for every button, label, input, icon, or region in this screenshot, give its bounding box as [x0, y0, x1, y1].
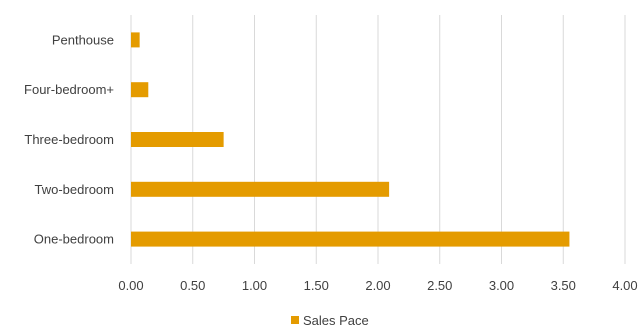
x-tick-label: 0.50: [180, 278, 205, 293]
bars: [131, 32, 570, 247]
bar: [131, 82, 149, 98]
bar: [131, 32, 140, 48]
bar: [131, 181, 390, 197]
x-tick-label: 3.00: [489, 278, 514, 293]
x-tick-label: 1.50: [304, 278, 329, 293]
bar: [131, 132, 224, 147]
bar: [131, 231, 570, 247]
legend-swatch: [291, 316, 299, 324]
x-tick-label: 2.00: [365, 278, 390, 293]
grid-lines: [130, 15, 626, 264]
category-label: One-bedroom: [34, 232, 114, 247]
category-label: Three-bedroom: [24, 132, 114, 147]
x-tick-label: 1.00: [242, 278, 267, 293]
x-tick-label: 3.50: [551, 278, 576, 293]
x-tick-label: 0.00: [118, 278, 143, 293]
category-label: Two-bedroom: [35, 182, 114, 197]
x-tick-label: 4.00: [612, 278, 637, 293]
x-tick-label: 2.50: [427, 278, 452, 293]
legend-label: Sales Pace: [303, 313, 369, 328]
category-labels: Penthouse Four-bedroom+ Three-bedroom Two-b…: [24, 32, 114, 246]
category-label: Penthouse: [52, 32, 114, 47]
legend: Sales Pace: [291, 313, 369, 328]
x-tick-labels: 0.00 0.50 1.00 1.50 2.00 2.50 3.00 3.50 4.00: [118, 278, 637, 293]
category-label: Four-bedroom+: [24, 82, 114, 97]
